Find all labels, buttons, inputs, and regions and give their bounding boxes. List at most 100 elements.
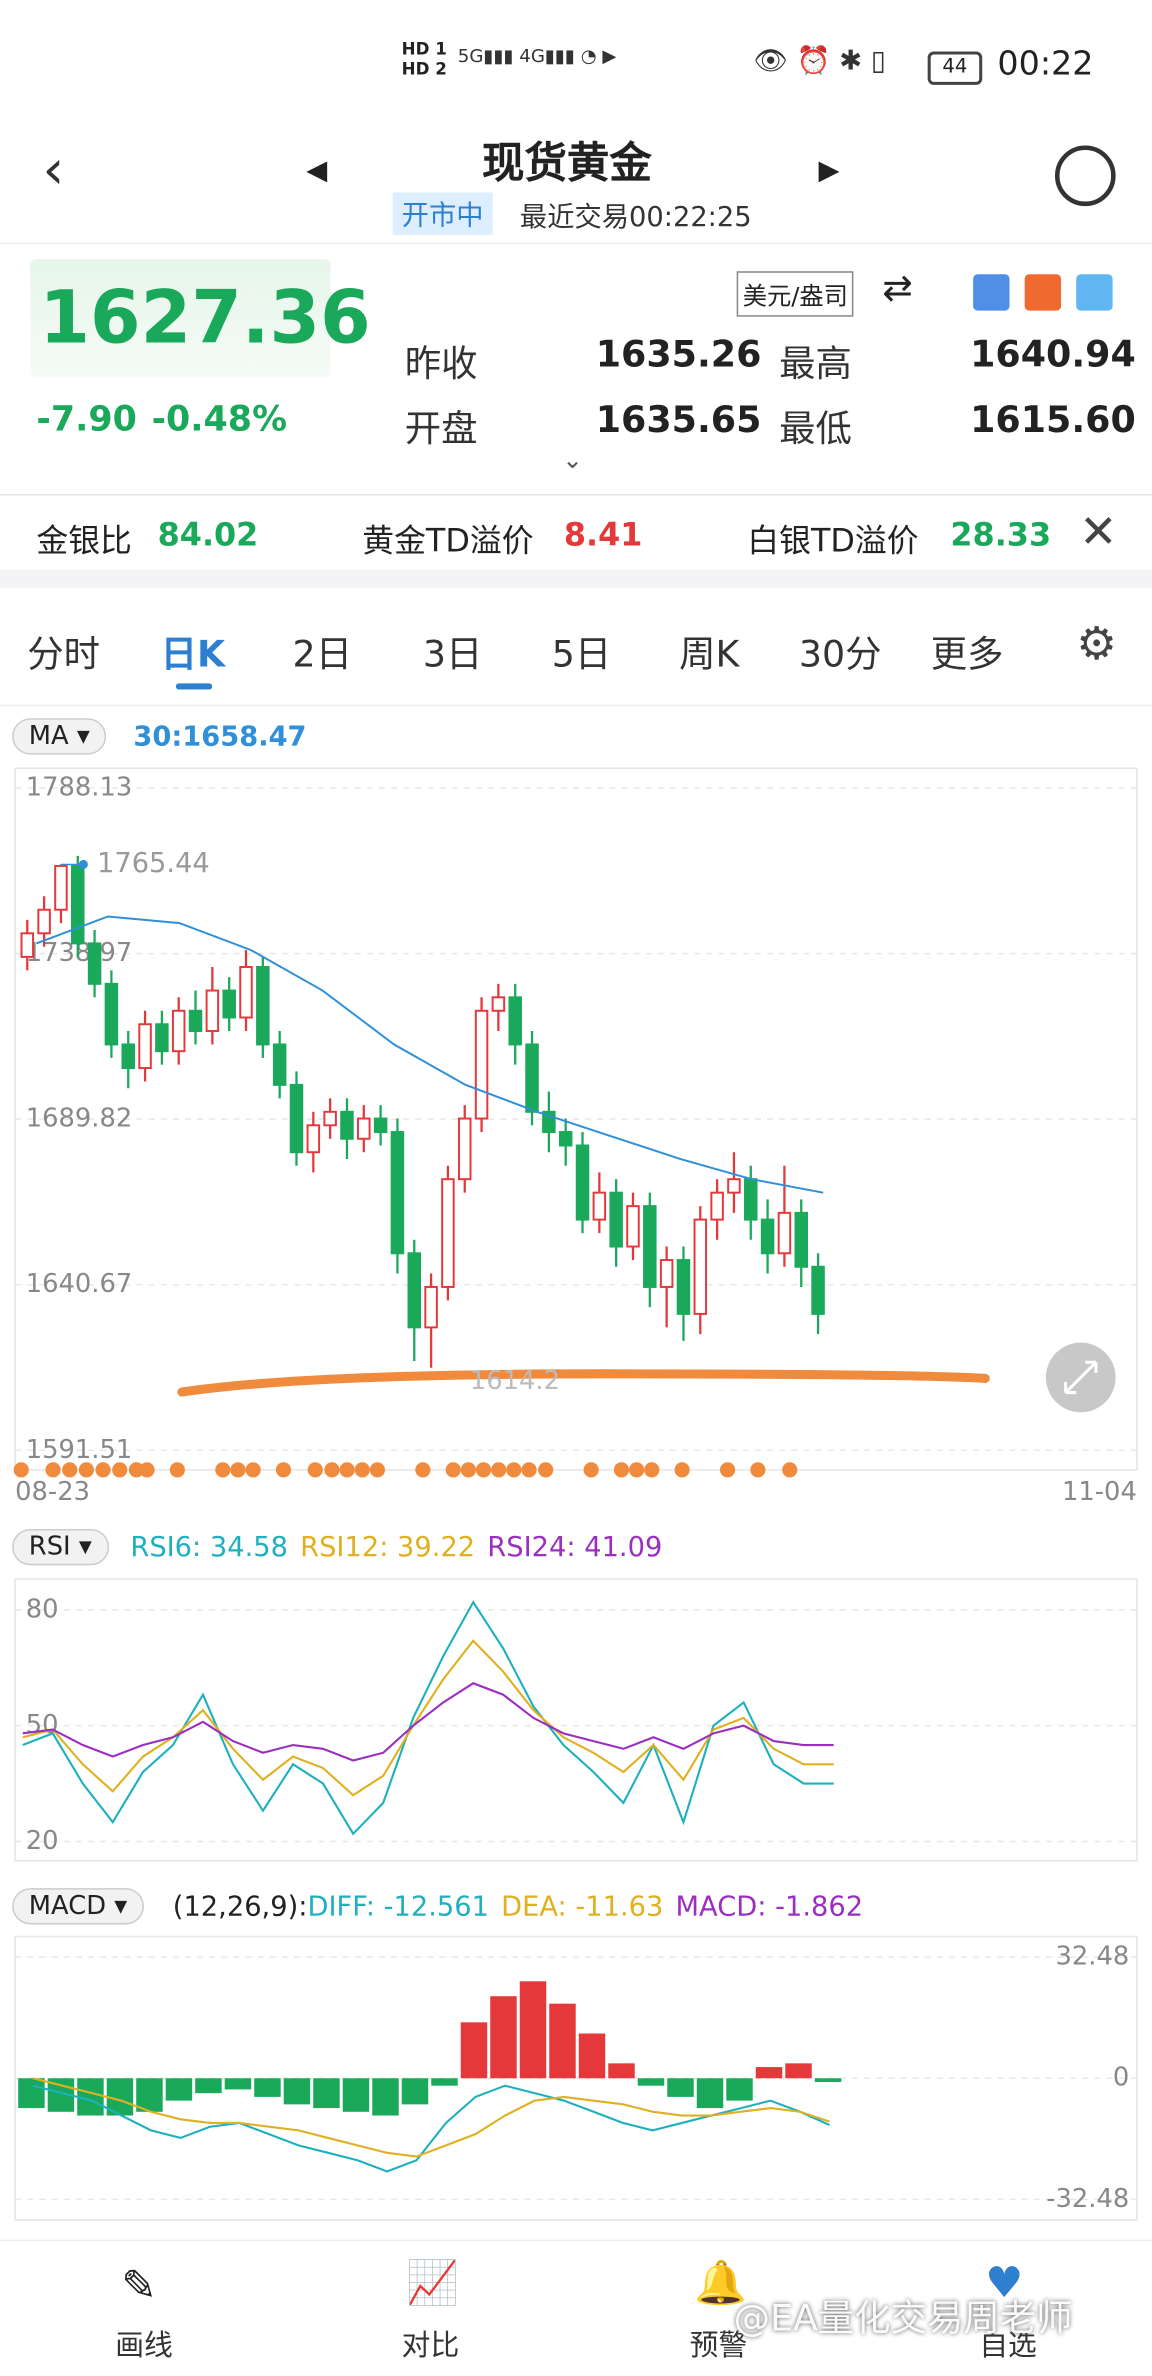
tab[interactable]: 周K xyxy=(679,633,740,676)
annotation-dot xyxy=(307,1462,323,1478)
indicator-dropdown[interactable]: MA ▾ xyxy=(12,718,107,755)
expand-arrow[interactable]: ⌄ xyxy=(562,445,583,475)
candle-body xyxy=(558,1131,573,1147)
y-tick-label: 32.48 xyxy=(1056,1942,1130,1972)
divider xyxy=(0,704,1152,707)
ratio-label: 金银比 xyxy=(36,522,132,560)
tab[interactable]: 5日 xyxy=(551,633,612,676)
annotation-dot xyxy=(644,1462,660,1478)
indicator-name: RSI xyxy=(28,1531,71,1563)
candle-body xyxy=(710,1191,724,1221)
support-label: 1614.2 xyxy=(470,1366,560,1396)
annotation-dot xyxy=(674,1462,690,1478)
nav-label[interactable]: 对比 xyxy=(401,2329,460,2363)
candle-body xyxy=(390,1131,405,1255)
candle-body xyxy=(289,1083,304,1154)
tab[interactable]: 更多 xyxy=(930,633,1004,676)
macd-bar xyxy=(814,2078,842,2082)
rsi-line xyxy=(22,1600,834,1836)
nav-icon[interactable]: 📈 xyxy=(406,2257,460,2308)
nav-label[interactable]: 自选 xyxy=(979,2329,1037,2363)
candle-body xyxy=(676,1259,691,1315)
annotation-dot xyxy=(245,1462,261,1478)
annotation-dot xyxy=(750,1462,766,1478)
macd-line xyxy=(32,2084,831,2173)
annotation-dot xyxy=(506,1462,522,1478)
price: 1627.36 xyxy=(39,275,371,361)
indicator-dropdown[interactable]: MACD ▾ xyxy=(12,1888,144,1925)
tab[interactable]: 30分 xyxy=(798,633,882,676)
annotation-dot xyxy=(354,1462,370,1478)
candle-body xyxy=(424,1285,438,1329)
macd-bar xyxy=(401,2078,429,2105)
close-button[interactable]: ✕ xyxy=(1079,506,1118,560)
candle-body xyxy=(272,1043,287,1086)
ratio-value: 84.02 xyxy=(157,516,259,554)
nav-label[interactable]: 预警 xyxy=(689,2329,748,2363)
annotation-dot xyxy=(139,1462,155,1478)
macd-bar xyxy=(342,2078,370,2112)
x-tick-label: 08-23 xyxy=(15,1477,90,1507)
expand-glyph xyxy=(1064,1360,1098,1395)
nav-icon[interactable]: ✎ xyxy=(121,2260,157,2311)
macd-bar xyxy=(696,2078,724,2109)
tool-icon[interactable] xyxy=(1024,274,1062,311)
rsi-legend: RSI6: 34.58 RSI12: 39.22 RSI24: 41.09 xyxy=(130,1532,674,1564)
tab[interactable]: 3日 xyxy=(422,633,483,676)
annotation-dot xyxy=(415,1462,431,1478)
nav-label[interactable]: 画线 xyxy=(115,2329,173,2363)
watermark: @EA量化交易周老师 xyxy=(733,2297,1073,2340)
stat-value: 1635.65 xyxy=(595,398,762,441)
macd-bar xyxy=(785,2063,812,2079)
swap-icon[interactable]: ⇄ xyxy=(882,266,913,310)
tab-active[interactable]: 日K xyxy=(160,633,226,676)
tab[interactable]: 2日 xyxy=(292,633,353,676)
refresh-button[interactable] xyxy=(1054,145,1116,207)
ratio-value: 8.41 xyxy=(563,516,643,554)
macd-bar xyxy=(460,2022,488,2079)
back-button[interactable]: ‹ xyxy=(42,139,65,202)
macd-bar xyxy=(283,2078,311,2105)
macd-bar xyxy=(224,2078,252,2090)
macd-bar xyxy=(136,2078,163,2112)
high-label: 1765.44 xyxy=(97,848,210,879)
indicator-dropdown[interactable]: RSI ▾ xyxy=(12,1528,109,1566)
annotation-dot xyxy=(275,1462,292,1478)
tool-icon[interactable] xyxy=(973,274,1010,311)
next-button[interactable]: ▶ xyxy=(818,154,840,187)
candle-body xyxy=(474,1009,489,1120)
stat-value: 1640.94 xyxy=(970,333,1136,376)
candle-body xyxy=(222,989,236,1019)
settings-button[interactable]: ⚙ xyxy=(1076,618,1117,672)
candle-body xyxy=(239,965,253,1019)
tool-icon[interactable] xyxy=(1076,274,1113,311)
divider xyxy=(0,493,1152,496)
candle-body xyxy=(760,1218,775,1255)
candle-body xyxy=(626,1205,640,1248)
status-glyphs: 👁 ⏰ ✱ ▯ xyxy=(753,45,886,78)
candle-body xyxy=(71,864,85,945)
high-dot xyxy=(78,859,88,870)
macd-bar xyxy=(165,2078,193,2101)
tab[interactable]: 分时 xyxy=(27,633,101,676)
candle-body xyxy=(457,1117,472,1181)
candle-body xyxy=(138,1023,152,1070)
candle-body xyxy=(777,1211,792,1255)
macd-bar xyxy=(490,1996,517,2079)
nav-icon[interactable]: 🔔 xyxy=(694,2257,748,2308)
candle-body xyxy=(575,1144,590,1221)
nav-icon[interactable]: ♥ xyxy=(985,2257,1024,2308)
candle-body xyxy=(542,1110,556,1134)
macd-bar xyxy=(254,2078,281,2097)
x-tick-label: 11-04 xyxy=(1062,1477,1137,1507)
macd-bar xyxy=(77,2078,104,2116)
ma-line xyxy=(36,915,824,1194)
legend-entry: MACD: -1.862 xyxy=(675,1891,864,1923)
annotation-dot xyxy=(215,1462,231,1478)
candle-body xyxy=(171,1009,186,1053)
prev-button[interactable]: ◀ xyxy=(306,154,328,187)
unit-box[interactable]: 美元/盎司 xyxy=(736,271,855,317)
candle-body xyxy=(407,1252,422,1329)
candle-body xyxy=(643,1205,657,1288)
